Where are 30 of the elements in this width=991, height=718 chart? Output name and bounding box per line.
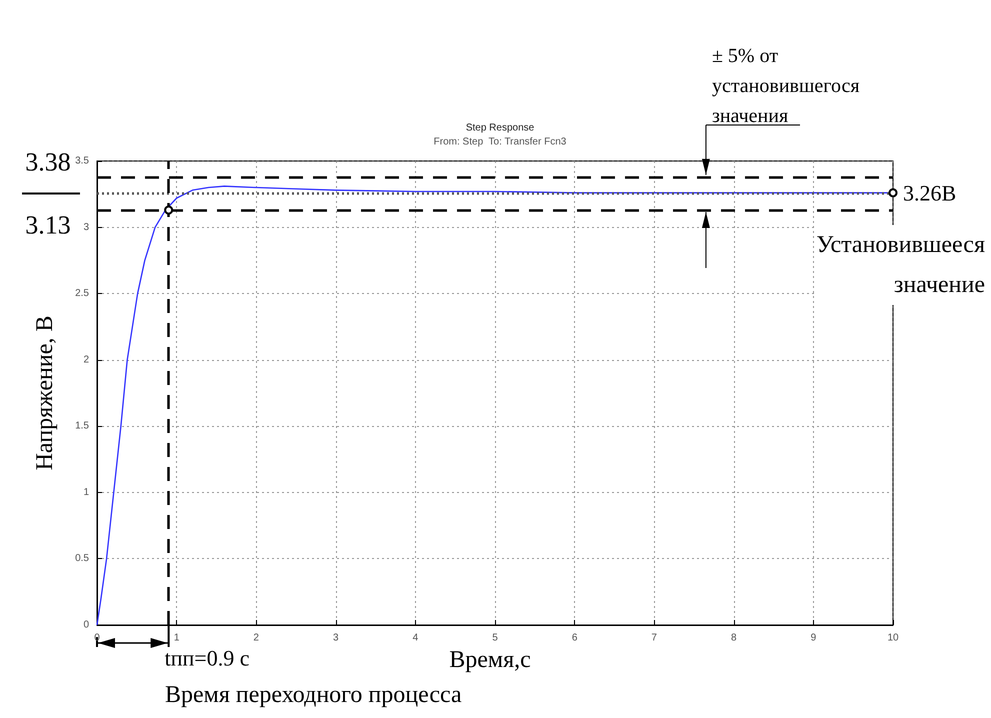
x-tick-label: 10: [887, 632, 899, 644]
x-axis-title: Время,с: [449, 647, 531, 673]
y-axis-title: Напряжение, В: [32, 316, 58, 470]
x-tick-label: 6: [572, 632, 578, 644]
x-tick-label: 4: [412, 632, 419, 644]
x-tick-label: 8: [731, 632, 738, 644]
y-tick-label: 1.5: [75, 420, 90, 432]
x-tick-label: 9: [810, 632, 817, 644]
x-tick-label: 5: [492, 632, 498, 644]
ref-line-label: 3.38: [25, 147, 71, 176]
y-tick-label: 3.5: [75, 156, 90, 166]
y-tick-label: 1: [83, 486, 90, 498]
x-tick-label: 2: [253, 632, 260, 644]
ref-line-label: 3.13: [25, 210, 71, 240]
y-tick-label: 3: [83, 222, 90, 233]
y-tick-label: 2.5: [75, 288, 90, 300]
annotation: tпп=0.9 с: [164, 646, 250, 670]
x-tick-label: 7: [651, 632, 658, 644]
y-tick-label: 0.5: [75, 553, 90, 564]
y-tick-label: 0: [83, 620, 90, 630]
text: Время переходного процесса: [165, 682, 462, 708]
annotation: 3.26В: [903, 180, 956, 206]
x-tick-label: 1: [174, 632, 180, 644]
x-tick-label: 3: [333, 632, 340, 644]
annotation: Установившееся значение: [816, 232, 985, 298]
y-tick-label: 2: [83, 354, 90, 366]
x-tick-label: 0: [94, 632, 100, 644]
chart-subtitle: From: Step To: Transfer Fcn3: [434, 136, 567, 148]
chart-title: Step Response: [466, 122, 535, 134]
annotation: ± 5% от установившегося значения: [712, 44, 860, 127]
